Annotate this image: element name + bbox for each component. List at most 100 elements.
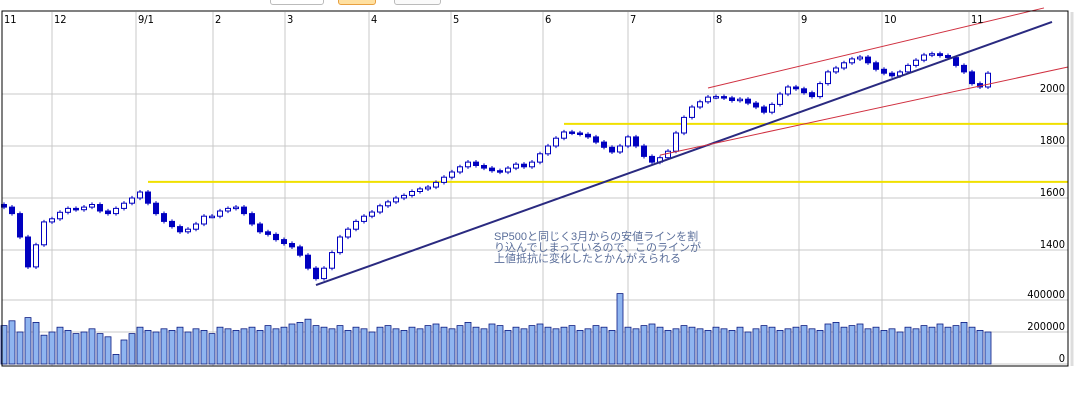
volume-bar [272, 328, 280, 365]
candle [313, 267, 319, 280]
volume-bar [536, 323, 544, 365]
volume-bar [888, 328, 896, 365]
candle [121, 202, 127, 209]
volume-bar [624, 326, 632, 365]
volume-bar [672, 328, 680, 365]
candle [673, 132, 679, 152]
volume-bar [80, 331, 88, 365]
candle [289, 243, 295, 248]
volume-bar [184, 331, 192, 365]
candle [929, 53, 935, 56]
volume-bar [656, 326, 664, 365]
x-tick-label: 7 [630, 13, 636, 26]
volume-bar [576, 329, 584, 365]
candle [609, 146, 615, 153]
volume-bar [376, 326, 384, 365]
candle [137, 191, 143, 199]
volume-bar [400, 329, 408, 365]
candle [697, 101, 703, 108]
candle [185, 228, 191, 233]
x-tick-label: 5 [453, 13, 459, 26]
volume-bar [664, 329, 672, 365]
volume-bar [976, 329, 984, 365]
channel-line [707, 7, 1045, 89]
candle [249, 213, 255, 225]
volume-bar [88, 328, 96, 365]
volume-bar [304, 318, 312, 365]
volume-bar [424, 325, 432, 365]
candle [553, 137, 559, 147]
volume-bar [256, 329, 264, 365]
volume-bar [808, 328, 816, 365]
volume-bar [896, 331, 904, 365]
volume-bar [824, 323, 832, 365]
x-tick-label: 8 [716, 13, 722, 26]
volume-bar [608, 329, 616, 365]
price-tick-label: 1800 [1040, 134, 1065, 147]
volume-bar [328, 328, 336, 365]
candle [745, 98, 751, 104]
volume-bar [736, 326, 744, 365]
volume-bar [0, 325, 8, 365]
toolbar-button-active[interactable] [338, 0, 376, 5]
candle [537, 153, 543, 163]
volume-bar [384, 325, 392, 365]
volume-bar [360, 328, 368, 365]
candle [89, 204, 95, 208]
candle [449, 171, 455, 178]
candle [985, 72, 991, 88]
candle [505, 167, 511, 173]
x-tick-label: 6 [545, 13, 551, 26]
volume-bar [944, 326, 952, 365]
candle [433, 181, 439, 188]
volume-bar [840, 326, 848, 365]
toolbar-button[interactable] [394, 0, 441, 5]
volume-bar [616, 293, 624, 365]
candle [913, 59, 919, 66]
chart-annotation: SP500と同じく3月からの安値ラインを割 り込んでしまっているので、このライン… [494, 232, 701, 265]
candle [881, 68, 887, 74]
volume-bar [760, 325, 768, 365]
candle [593, 136, 599, 143]
volume-bar [312, 325, 320, 365]
toolbar-field[interactable] [270, 0, 324, 5]
candle [617, 145, 623, 153]
candle [201, 215, 207, 225]
volume-bar [192, 328, 200, 365]
candle [633, 136, 639, 147]
candle [409, 191, 415, 196]
candle [49, 218, 55, 223]
candle [681, 116, 687, 134]
volume-bar [528, 325, 536, 365]
volume-bar [848, 325, 856, 365]
volume-bar [928, 326, 936, 365]
candle [17, 213, 23, 238]
volume-tick-label: 400000 [1027, 288, 1065, 301]
volume-bar [64, 329, 72, 365]
candle [345, 228, 351, 238]
candle [905, 64, 911, 73]
candle [353, 220, 359, 230]
volume-bar [720, 328, 728, 365]
candle [97, 204, 103, 212]
x-tick-label: 12 [54, 13, 67, 26]
candle [281, 239, 287, 245]
candle [297, 246, 303, 256]
price-tick-label: 1600 [1040, 186, 1065, 199]
volume-bar [704, 329, 712, 365]
volume-bar [752, 328, 760, 365]
volume-bar [744, 331, 752, 365]
volume-bar [48, 331, 56, 365]
volume-bar [128, 333, 136, 365]
volume-bar [456, 325, 464, 365]
volume-bar [208, 333, 216, 365]
volume-bar [568, 325, 576, 365]
candle [953, 57, 959, 66]
candle [585, 133, 591, 138]
volume-bar [872, 326, 880, 365]
x-tick-label: 4 [371, 13, 377, 26]
candle [209, 215, 215, 219]
volume-bar [560, 326, 568, 365]
volume-bar [32, 321, 40, 365]
candle [401, 194, 407, 199]
